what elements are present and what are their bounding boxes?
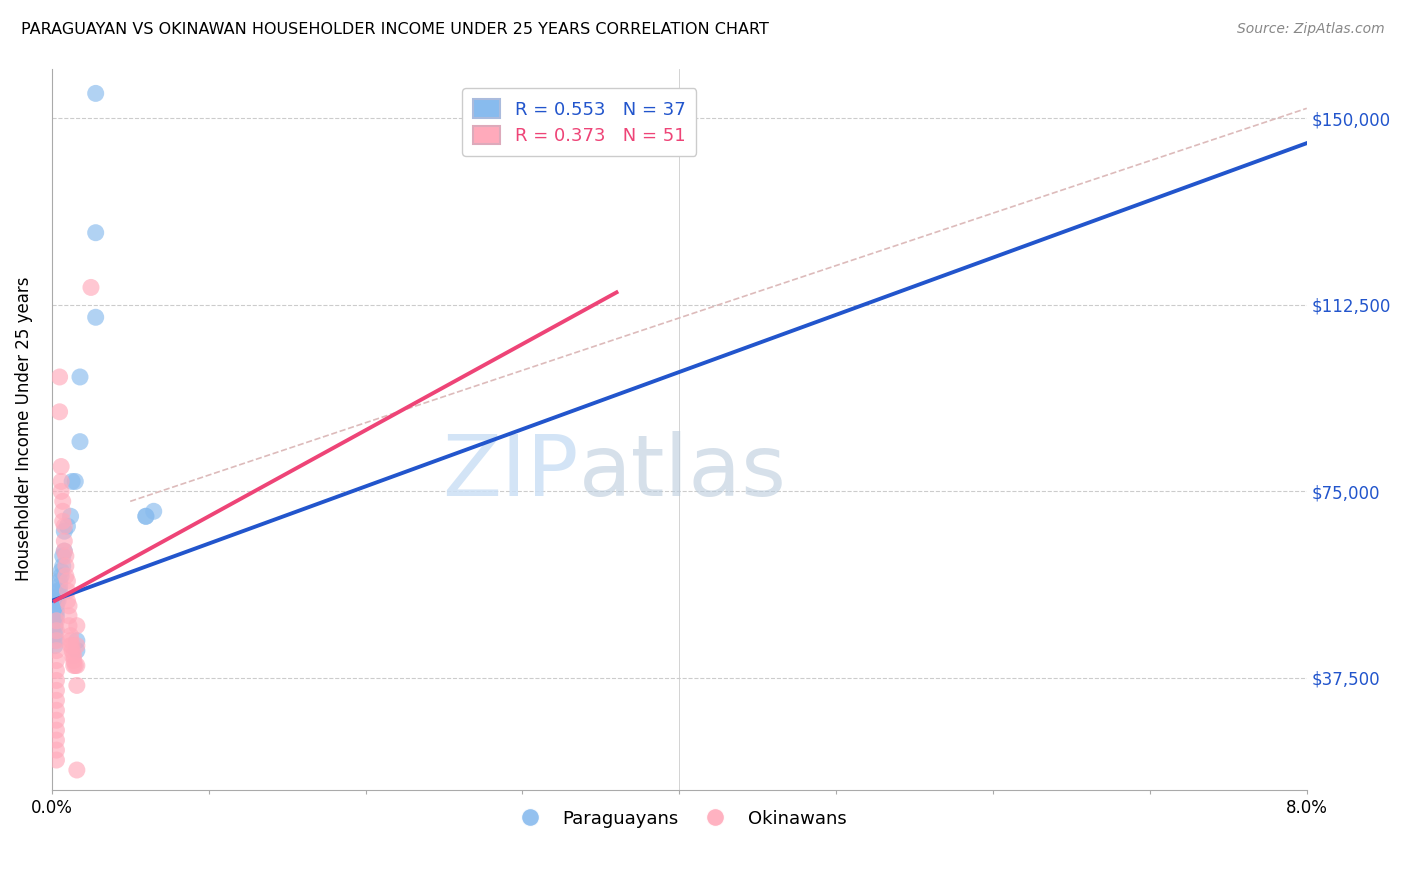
Point (44, 618, 66, 632)
Point (45, 693, 67, 707)
Point (48, 405, 70, 419)
Point (65, 658, 87, 673)
Point (53, 544, 76, 558)
Point (66, 763, 89, 777)
Point (66, 643, 89, 657)
Point (51, 484, 73, 499)
Text: Source: ZipAtlas.com: Source: ZipAtlas.com (1237, 22, 1385, 37)
Point (44, 633, 66, 648)
Point (45, 673, 67, 688)
Point (62, 648, 84, 663)
Point (59, 639, 82, 653)
Point (44, 629, 66, 643)
Point (62, 654, 84, 668)
Point (66, 618, 89, 632)
Point (45, 654, 67, 668)
Text: ZIP: ZIP (443, 431, 579, 514)
Point (59, 629, 82, 643)
Point (60, 648, 83, 663)
Point (45, 624, 67, 638)
Point (60, 643, 83, 657)
Point (65, 475, 87, 489)
Point (142, 504, 165, 518)
Point (55, 549, 77, 563)
Point (53, 534, 76, 549)
Point (53, 524, 76, 539)
Point (52, 514, 75, 528)
Point (60, 639, 83, 653)
Point (62, 658, 84, 673)
Point (51, 475, 73, 489)
Point (48, 583, 70, 598)
Y-axis label: Householder Income Under 25 years: Householder Income Under 25 years (15, 277, 32, 582)
Point (46, 594, 69, 608)
Point (66, 639, 89, 653)
Point (84, 87, 107, 101)
Point (53, 519, 76, 533)
Point (58, 599, 80, 613)
Text: atlas: atlas (579, 431, 787, 514)
Point (52, 494, 75, 508)
Point (59, 509, 82, 524)
Point (51, 459, 73, 474)
Point (44, 614, 66, 628)
Text: PARAGUAYAN VS OKINAWAN HOUSEHOLDER INCOME UNDER 25 YEARS CORRELATION CHART: PARAGUAYAN VS OKINAWAN HOUSEHOLDER INCOM… (21, 22, 769, 37)
Point (45, 703, 67, 717)
Point (45, 608, 67, 623)
Point (84, 226, 107, 240)
Point (69, 370, 91, 384)
Point (45, 753, 67, 767)
Point (135, 509, 157, 524)
Point (52, 559, 75, 574)
Point (51, 564, 73, 578)
Point (56, 583, 79, 598)
Point (51, 569, 73, 583)
Point (53, 544, 76, 558)
Point (55, 569, 77, 583)
Point (66, 658, 89, 673)
Point (59, 633, 82, 648)
Point (80, 280, 103, 294)
Point (46, 583, 69, 598)
Point (66, 678, 89, 692)
Point (52, 504, 75, 518)
Point (45, 599, 67, 613)
Point (44, 639, 66, 653)
Point (45, 614, 67, 628)
Point (45, 723, 67, 738)
Point (45, 683, 67, 698)
Point (55, 559, 77, 574)
Point (48, 574, 70, 588)
Point (52, 549, 75, 563)
Point (44, 608, 66, 623)
Point (56, 574, 79, 588)
Point (58, 608, 80, 623)
Point (135, 509, 157, 524)
Point (58, 618, 80, 632)
Point (56, 594, 79, 608)
Point (45, 643, 67, 657)
Point (45, 604, 67, 618)
Point (60, 475, 83, 489)
Point (46, 589, 69, 603)
Point (45, 713, 67, 727)
Point (45, 733, 67, 747)
Point (45, 594, 67, 608)
Point (66, 633, 89, 648)
Point (48, 370, 70, 384)
Legend: Paraguayans, Okinawans: Paraguayans, Okinawans (505, 803, 853, 835)
Point (44, 624, 66, 638)
Point (56, 519, 79, 533)
Point (48, 579, 70, 593)
Point (69, 434, 91, 449)
Point (45, 633, 67, 648)
Point (84, 310, 107, 325)
Point (45, 664, 67, 678)
Point (45, 743, 67, 757)
